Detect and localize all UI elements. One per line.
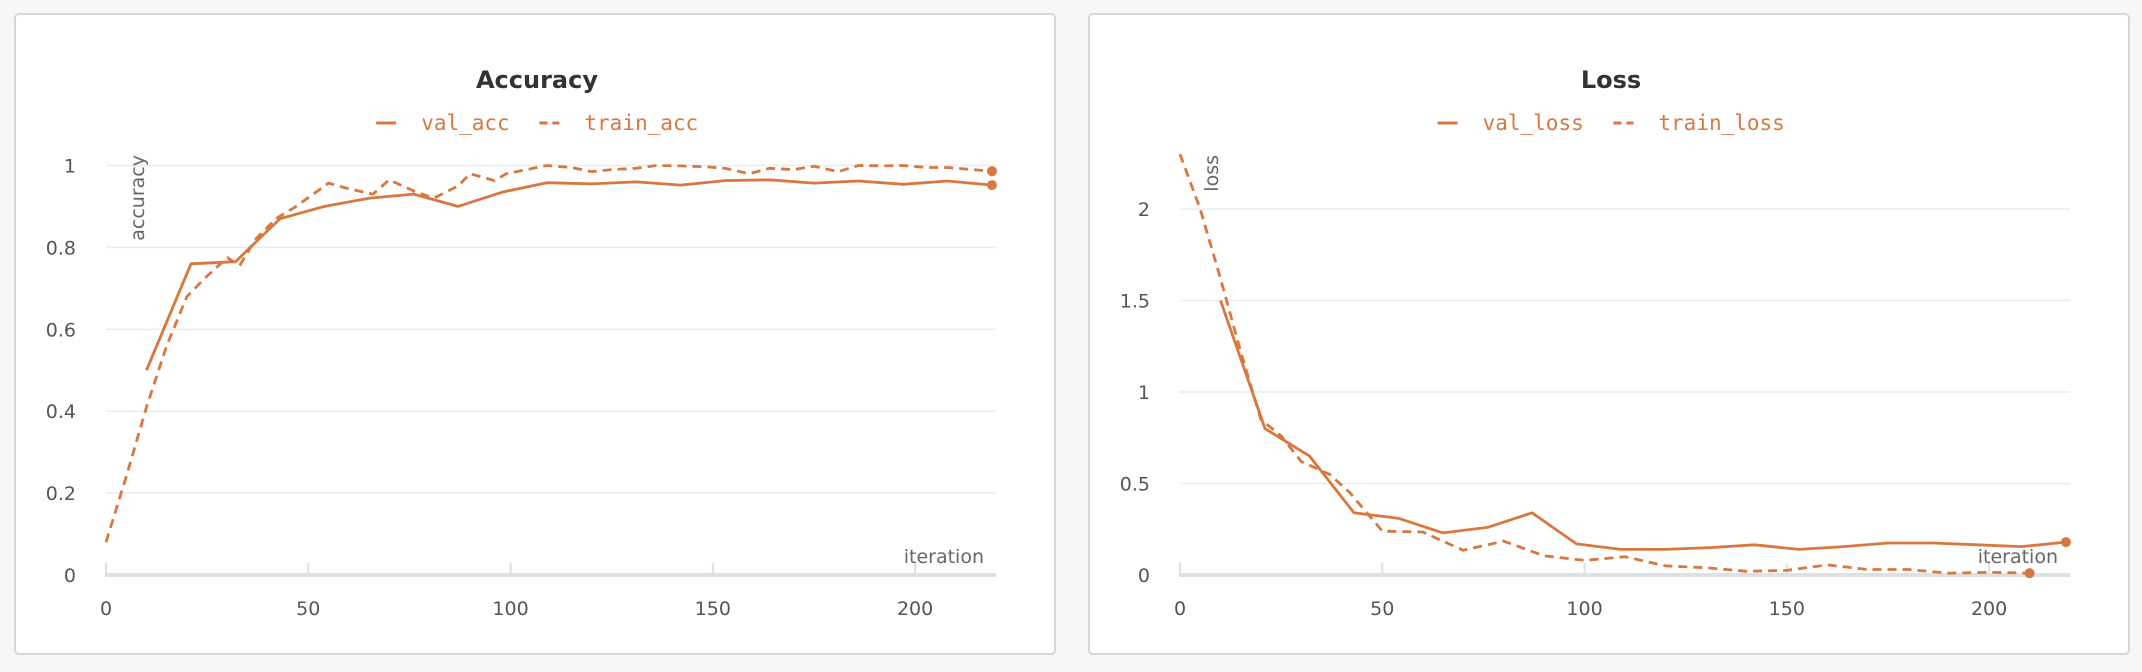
series-endpoint-train_acc[interactable] <box>986 166 997 177</box>
legend-label-train_loss: train_loss <box>1658 111 1784 135</box>
y-tick-label: 1 <box>1138 382 1150 404</box>
series-endpoint-val_acc[interactable] <box>986 180 997 191</box>
y-tick-label: 0.4 <box>46 401 76 423</box>
y-tick-label: 0.5 <box>1120 474 1150 496</box>
series-line-val_loss[interactable] <box>1219 300 2067 551</box>
x-tick-label: 100 <box>1566 598 1602 620</box>
accuracy-chart-title: Accuracy <box>476 66 598 94</box>
x-tick-label: 200 <box>1971 598 2007 620</box>
x-tick-label: 150 <box>695 598 731 620</box>
series-endpoint-val_loss[interactable] <box>2060 537 2071 548</box>
x-axis-label: iteration <box>1978 546 2058 568</box>
legend-label-train_acc: train_acc <box>584 111 698 135</box>
y-tick-label: 0 <box>64 565 76 587</box>
legend-label-val_acc: val_acc <box>421 111 510 135</box>
legend-item-train_loss[interactable]: train_loss <box>1613 111 1785 135</box>
x-tick-label: 100 <box>492 598 528 620</box>
y-tick-label: 0.8 <box>46 237 76 259</box>
accuracy-chart: Accuracy val_acc train_acc 0 0.2 0.4 0.6 0.8 1 0 5… <box>46 66 997 620</box>
x-tick-label: 200 <box>897 598 933 620</box>
y-tick-label: 1.5 <box>1120 291 1150 313</box>
legend-item-train_acc[interactable]: train_acc <box>539 111 698 135</box>
legend-label-val_loss: val_loss <box>1483 111 1584 135</box>
y-axis-label: loss <box>1201 155 1223 192</box>
x-tick-label: 0 <box>100 598 112 620</box>
series-endpoint-train_loss[interactable] <box>2024 568 2035 579</box>
accuracy-chart-panel[interactable]: Accuracy val_acc train_acc 0 0.2 0.4 0.6 0.8 1 0 5… <box>14 13 1056 655</box>
x-tick-label: 50 <box>1370 598 1394 620</box>
y-tick-label: 0.2 <box>46 483 76 505</box>
loss-chart: Loss val_loss train_loss 0 0.5 1 1.5 2 0 50 100 150… <box>1120 66 2071 620</box>
x-axis-label: iteration <box>904 546 984 568</box>
y-tick-label: 0.6 <box>46 319 76 341</box>
y-tick-label: 1 <box>64 155 76 177</box>
loss-chart-panel[interactable]: Loss val_loss train_loss 0 0.5 1 1.5 2 0 50 100 150… <box>1088 13 2130 655</box>
series-line-train_loss[interactable] <box>1178 153 2030 575</box>
y-tick-label: 0 <box>1138 565 1150 587</box>
legend-item-val_loss[interactable]: val_loss <box>1437 111 1584 135</box>
legend-item-val_acc[interactable]: val_acc <box>376 111 510 135</box>
x-tick-label: 0 <box>1174 598 1186 620</box>
x-tick-label: 50 <box>296 598 320 620</box>
series-line-val_acc[interactable] <box>145 178 993 371</box>
series-line-train_acc[interactable] <box>104 164 993 543</box>
x-tick-label: 150 <box>1769 598 1805 620</box>
loss-chart-title: Loss <box>1581 66 1641 94</box>
y-axis-label: accuracy <box>127 155 149 241</box>
y-tick-label: 2 <box>1138 199 1150 221</box>
